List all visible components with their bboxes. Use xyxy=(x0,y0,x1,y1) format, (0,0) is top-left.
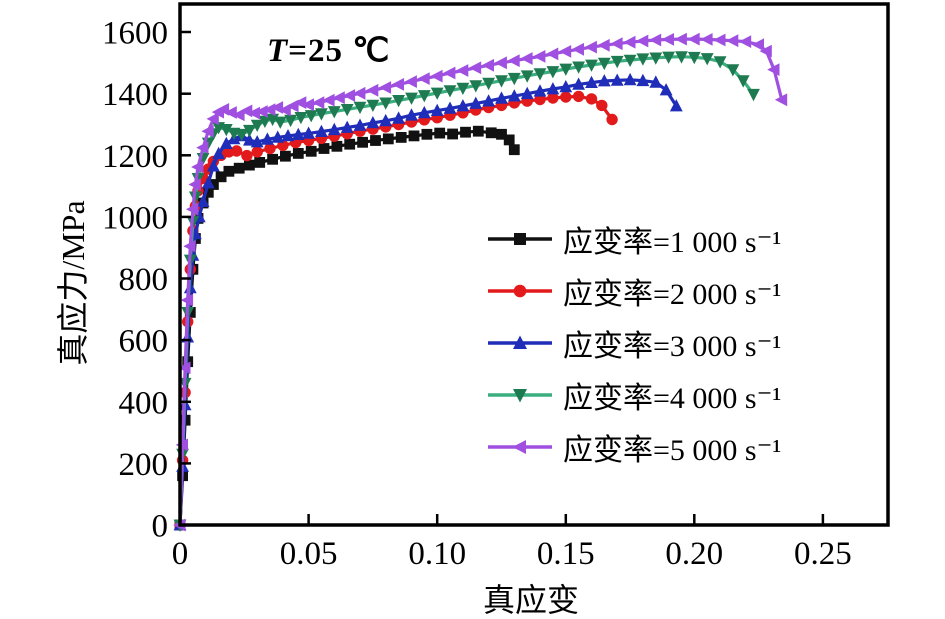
svg-text:200: 200 xyxy=(119,447,169,483)
svg-text:600: 600 xyxy=(119,324,169,360)
legend-label: 应变率=4 000 s⁻¹ xyxy=(563,382,782,415)
svg-text:0.05: 0.05 xyxy=(280,536,338,572)
legend: 应变率=1 000 s⁻¹ 应变率=2 000 s⁻¹ 应变率=3 000 s⁻… xyxy=(486,213,781,473)
temperature-annotation: T=25 ℃ xyxy=(267,30,390,70)
svg-text:1000: 1000 xyxy=(102,200,168,236)
svg-text:1600: 1600 xyxy=(102,16,168,52)
legend-swatch-circle-icon xyxy=(488,284,552,298)
legend-item-strain-rate-5000: 应变率=5 000 s⁻¹ xyxy=(486,421,781,473)
legend-swatch-square-icon xyxy=(488,233,552,245)
svg-text:0.10: 0.10 xyxy=(408,536,466,572)
y-axis-title: 真应力/MPa xyxy=(55,200,91,366)
legend-item-strain-rate-2000: 应变率=2 000 s⁻¹ xyxy=(486,265,781,317)
legend-label: 应变率=1 000 s⁻¹ xyxy=(563,226,782,259)
svg-text:1400: 1400 xyxy=(102,77,168,113)
legend-swatch-triangle-left-icon xyxy=(488,440,552,454)
svg-text:0: 0 xyxy=(152,509,169,545)
legend-label: 应变率=2 000 s⁻¹ xyxy=(563,278,782,311)
annotation-symbol: T xyxy=(267,33,289,69)
x-axis-title: 真应变 xyxy=(482,582,580,618)
svg-text:1200: 1200 xyxy=(102,139,168,175)
legend-label: 应变率=3 000 s⁻¹ xyxy=(563,330,782,363)
svg-text:0.20: 0.20 xyxy=(665,536,723,572)
legend-item-strain-rate-3000: 应变率=3 000 s⁻¹ xyxy=(486,317,781,369)
legend-item-strain-rate-4000: 应变率=4 000 s⁻¹ xyxy=(486,369,781,421)
svg-text:0: 0 xyxy=(172,536,189,572)
svg-text:400: 400 xyxy=(119,385,169,421)
svg-text:800: 800 xyxy=(119,262,169,298)
annotation-value: =25 ℃ xyxy=(288,33,391,69)
svg-text:0.25: 0.25 xyxy=(794,536,852,572)
legend-swatch-triangle-down-icon xyxy=(488,389,552,403)
legend-label: 应变率=5 000 s⁻¹ xyxy=(563,434,782,467)
legend-swatch-triangle-up-icon xyxy=(488,335,552,349)
svg-text:0.15: 0.15 xyxy=(537,536,595,572)
legend-item-strain-rate-1000: 应变率=1 000 s⁻¹ xyxy=(486,213,781,265)
